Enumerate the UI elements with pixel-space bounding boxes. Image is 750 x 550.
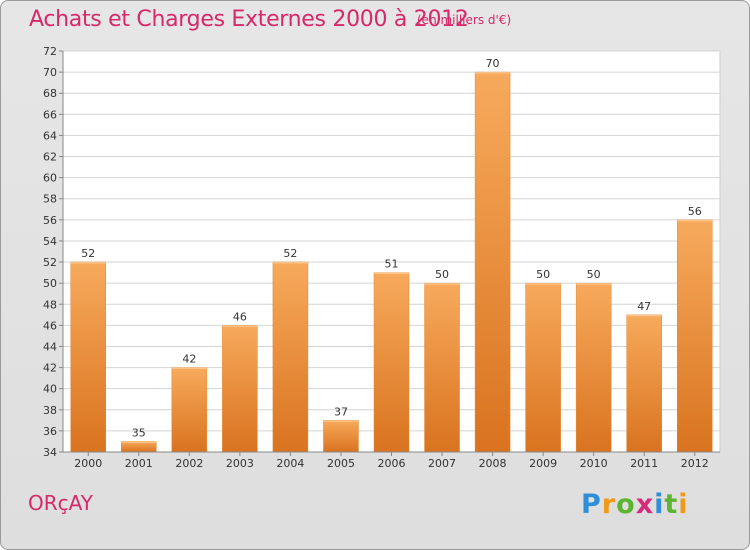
- y-tick-label: 60: [43, 172, 57, 185]
- x-tick-label-2002: 2002: [175, 457, 203, 470]
- data-label-2004: 52: [283, 247, 297, 260]
- town-name: ORçAY: [28, 491, 93, 515]
- bar-2007[interactable]: [424, 282, 460, 453]
- y-tick-label: 62: [43, 151, 57, 164]
- bar-2010[interactable]: [575, 282, 612, 453]
- bar-2001[interactable]: [121, 441, 157, 453]
- y-tick-label: 46: [43, 319, 57, 332]
- bar-highlight: [626, 314, 662, 317]
- y-tick-label: 42: [43, 362, 57, 375]
- bar-2002[interactable]: [171, 367, 208, 453]
- bar-highlight: [121, 441, 157, 443]
- data-label-2003: 46: [233, 310, 247, 323]
- y-tick-label: 40: [43, 383, 57, 396]
- y-tick-label: 68: [43, 87, 57, 100]
- y-tick-label: 66: [43, 108, 57, 121]
- data-label-2011: 47: [637, 300, 651, 313]
- bar-2011[interactable]: [626, 314, 662, 453]
- bar-highlight: [424, 283, 460, 285]
- bar-2003[interactable]: [222, 325, 258, 453]
- data-label-2012: 56: [688, 205, 702, 218]
- logo-letter: i: [678, 489, 689, 520]
- y-tick-label: 58: [43, 193, 57, 206]
- data-label-2010: 50: [587, 268, 601, 281]
- data-label-2006: 51: [385, 258, 399, 271]
- x-tick-label-2003: 2003: [226, 457, 254, 470]
- chart-title: Achats et Charges Externes 2000 à 2012: [29, 7, 469, 32]
- logo-letter: t: [664, 489, 679, 520]
- bar-highlight: [475, 72, 511, 74]
- bar-2008[interactable]: [474, 71, 511, 453]
- bar-highlight: [323, 420, 359, 422]
- bar-highlight: [171, 367, 207, 370]
- bar-2000[interactable]: [70, 261, 107, 453]
- y-tick-label: 54: [43, 235, 57, 248]
- y-tick-label: 50: [43, 277, 57, 290]
- y-tick-label: 34: [43, 446, 57, 459]
- x-tick-label-2011: 2011: [630, 457, 658, 470]
- bar-highlight: [222, 325, 258, 327]
- y-tick-label: 70: [43, 66, 57, 79]
- x-tick-label-2006: 2006: [378, 457, 406, 470]
- y-tick-label: 52: [43, 256, 57, 269]
- bar-highlight: [374, 272, 409, 275]
- chart-subtitle: (en milliers d'€): [417, 13, 512, 27]
- proxiti-logo[interactable]: Proxiti: [581, 489, 689, 520]
- y-tick-label: 44: [43, 340, 57, 353]
- x-tick-label-2010: 2010: [580, 457, 608, 470]
- bar-highlight: [70, 262, 106, 264]
- x-tick-label-2009: 2009: [529, 457, 557, 470]
- x-tick-label-2008: 2008: [479, 457, 507, 470]
- x-tick-label-2005: 2005: [327, 457, 355, 470]
- bar-highlight: [677, 219, 713, 222]
- data-label-2008: 70: [486, 57, 500, 70]
- x-tick-label-2012: 2012: [681, 457, 709, 470]
- bar-2009[interactable]: [525, 282, 561, 453]
- x-tick-label-2004: 2004: [276, 457, 304, 470]
- y-tick-label: 48: [43, 298, 57, 311]
- data-label-2007: 50: [435, 268, 449, 281]
- data-label-2001: 35: [132, 426, 146, 439]
- bar-2004[interactable]: [272, 261, 309, 453]
- logo-letter: P: [581, 489, 602, 520]
- data-label-2002: 42: [182, 353, 196, 366]
- x-tick-label-2007: 2007: [428, 457, 456, 470]
- bar-highlight: [576, 283, 612, 285]
- logo-letter: x: [635, 489, 655, 520]
- bar-highlight: [272, 262, 308, 264]
- logo-letter: i: [654, 489, 665, 520]
- x-tick-label-2000: 2000: [74, 457, 102, 470]
- data-label-2000: 52: [81, 247, 95, 260]
- bar-2012[interactable]: [676, 219, 713, 453]
- logo-letter: o: [616, 489, 636, 520]
- y-tick-label: 36: [43, 425, 57, 438]
- bar-2006[interactable]: [373, 272, 410, 453]
- logo-letter: r: [601, 489, 617, 520]
- y-tick-label: 64: [43, 129, 57, 142]
- x-tick-label-2001: 2001: [125, 457, 153, 470]
- data-label-2005: 37: [334, 405, 348, 418]
- y-tick-label: 38: [43, 404, 57, 417]
- y-tick-label: 56: [43, 214, 57, 227]
- data-label-2009: 50: [536, 268, 550, 281]
- y-tick-label: 72: [43, 45, 57, 58]
- bar-2005[interactable]: [323, 420, 359, 453]
- bar-highlight: [525, 283, 561, 285]
